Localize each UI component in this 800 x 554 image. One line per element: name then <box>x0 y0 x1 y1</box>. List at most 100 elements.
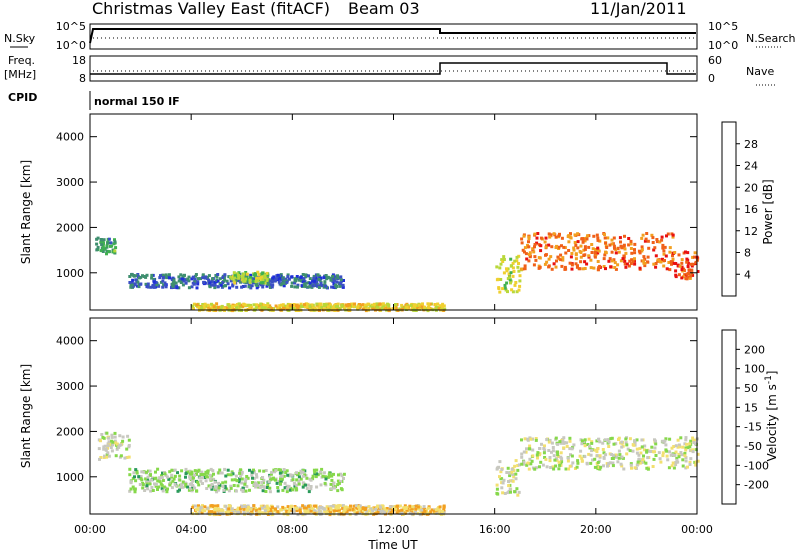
power-cell <box>235 285 239 289</box>
velocity-cell <box>206 511 210 515</box>
velocity-cell <box>610 457 614 460</box>
velocity-cell <box>672 466 676 470</box>
power-cell <box>495 265 499 269</box>
power-cell <box>528 251 532 255</box>
velocity-cell <box>501 491 505 495</box>
velocity-cell <box>588 444 591 448</box>
velocity-cell <box>559 451 563 455</box>
velocity-cell <box>684 438 688 442</box>
power-cell <box>210 283 214 287</box>
velocity-cell <box>432 511 436 515</box>
y-tick-label: 2000 <box>56 425 84 438</box>
velocity-cell <box>522 450 526 454</box>
velocity-cell <box>262 469 266 473</box>
velocity-cell <box>553 458 557 462</box>
velocity-cell <box>230 507 234 511</box>
velocity-cell <box>115 447 119 451</box>
power-cell <box>576 232 580 236</box>
power-cell <box>691 255 695 259</box>
velocity-cell <box>316 473 320 477</box>
power-cell <box>596 268 600 272</box>
velocity-cell <box>550 441 554 445</box>
power-cell <box>325 276 329 280</box>
power-cell <box>683 273 687 277</box>
velocity-cell <box>692 441 696 444</box>
velocity-cell <box>277 479 281 483</box>
power-cell <box>205 275 209 279</box>
power-cell <box>640 245 644 249</box>
velocity-cell <box>157 478 161 482</box>
power-cell <box>503 283 507 287</box>
power-cell <box>501 260 505 263</box>
velocity-cell <box>426 511 430 515</box>
velocity-cell <box>587 452 591 456</box>
velocity-cell <box>264 469 268 472</box>
velocity-cell <box>261 489 265 493</box>
power-cell <box>232 279 236 283</box>
velocity-cell <box>315 472 319 476</box>
velocity-cell <box>500 468 504 471</box>
velocity-cell <box>309 487 313 491</box>
power-cell <box>329 277 333 281</box>
velocity-cell <box>691 450 695 454</box>
power-cell <box>596 236 600 240</box>
power-cell <box>520 267 523 271</box>
power-cell <box>264 304 268 308</box>
power-cell <box>255 284 259 287</box>
power-cell <box>506 267 510 271</box>
power-cell <box>394 306 398 310</box>
power-cell <box>523 267 527 271</box>
velocity-cell <box>313 511 317 515</box>
power-cell <box>665 234 668 238</box>
velocity-cell <box>514 459 518 463</box>
velocity-cell <box>207 510 211 514</box>
power-cell <box>286 305 290 309</box>
velocity-cell <box>645 466 649 470</box>
power-cell <box>308 277 312 281</box>
velocity-cell <box>200 470 204 474</box>
power-cell <box>163 283 167 287</box>
power-cell <box>508 274 511 278</box>
velocity-cell <box>606 438 610 442</box>
power-cell <box>286 273 290 277</box>
power-cell <box>613 246 616 250</box>
velocity-cell <box>154 484 158 488</box>
power-cell <box>187 275 191 279</box>
velocity-cell <box>145 484 149 488</box>
power-cell <box>434 303 438 306</box>
velocity-cell <box>301 485 305 489</box>
nsky-label: N.Sky <box>4 32 36 45</box>
power-cell <box>651 236 655 240</box>
power-cell <box>204 304 208 308</box>
freq-line <box>90 62 696 75</box>
velocity-cell <box>416 505 420 509</box>
power-cell <box>527 245 531 249</box>
velocity-cell <box>590 441 594 445</box>
power-cell <box>107 237 111 241</box>
velocity-cell <box>165 475 169 479</box>
power-cell <box>560 264 564 268</box>
power-cell <box>556 255 560 259</box>
velocity-cell <box>353 509 357 512</box>
power-cell <box>317 305 321 309</box>
velocity-cell <box>676 438 680 442</box>
velocity-cell <box>282 474 286 478</box>
power-cell <box>114 246 118 250</box>
velocity-cell <box>508 474 512 478</box>
power-cell <box>250 284 254 288</box>
velocity-cell <box>499 470 503 474</box>
power-cell <box>596 238 600 242</box>
power-cell <box>544 253 548 257</box>
power-cell <box>532 263 536 267</box>
power-cell <box>508 278 512 282</box>
power-cell <box>498 266 502 270</box>
velocity-cell <box>535 453 539 457</box>
power-cell <box>415 304 419 308</box>
velocity-cell <box>500 486 504 490</box>
velocity-cell <box>204 479 208 483</box>
power-cell <box>255 276 259 280</box>
velocity-cell <box>205 475 208 479</box>
power-cell <box>172 280 176 284</box>
velocity-cell <box>337 506 340 510</box>
power-cell <box>319 282 323 285</box>
